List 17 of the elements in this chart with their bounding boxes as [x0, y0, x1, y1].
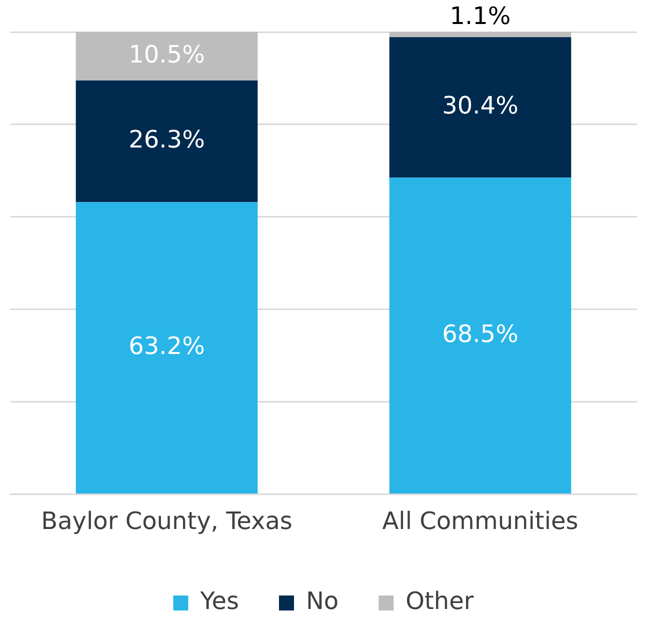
bar	[76, 32, 258, 81]
x-tick-label: Baylor County, Texas	[41, 506, 292, 535]
data-label: 10.5%	[128, 40, 205, 68]
data-label: 68.5%	[442, 320, 518, 348]
legend-label: Yes	[199, 587, 239, 616]
data-label: 30.4%	[442, 92, 518, 120]
data-label: 63.2%	[128, 332, 205, 360]
bar	[76, 202, 258, 494]
bar	[389, 37, 572, 178]
data-label: 26.3%	[128, 126, 205, 154]
legend-label: No	[306, 587, 339, 616]
bar	[389, 32, 572, 38]
bar	[76, 80, 258, 202]
data-label: 1.1%	[450, 2, 511, 30]
bar	[389, 178, 572, 494]
x-tick-label: All Communities	[382, 506, 578, 535]
legend-label: Other	[406, 587, 474, 616]
